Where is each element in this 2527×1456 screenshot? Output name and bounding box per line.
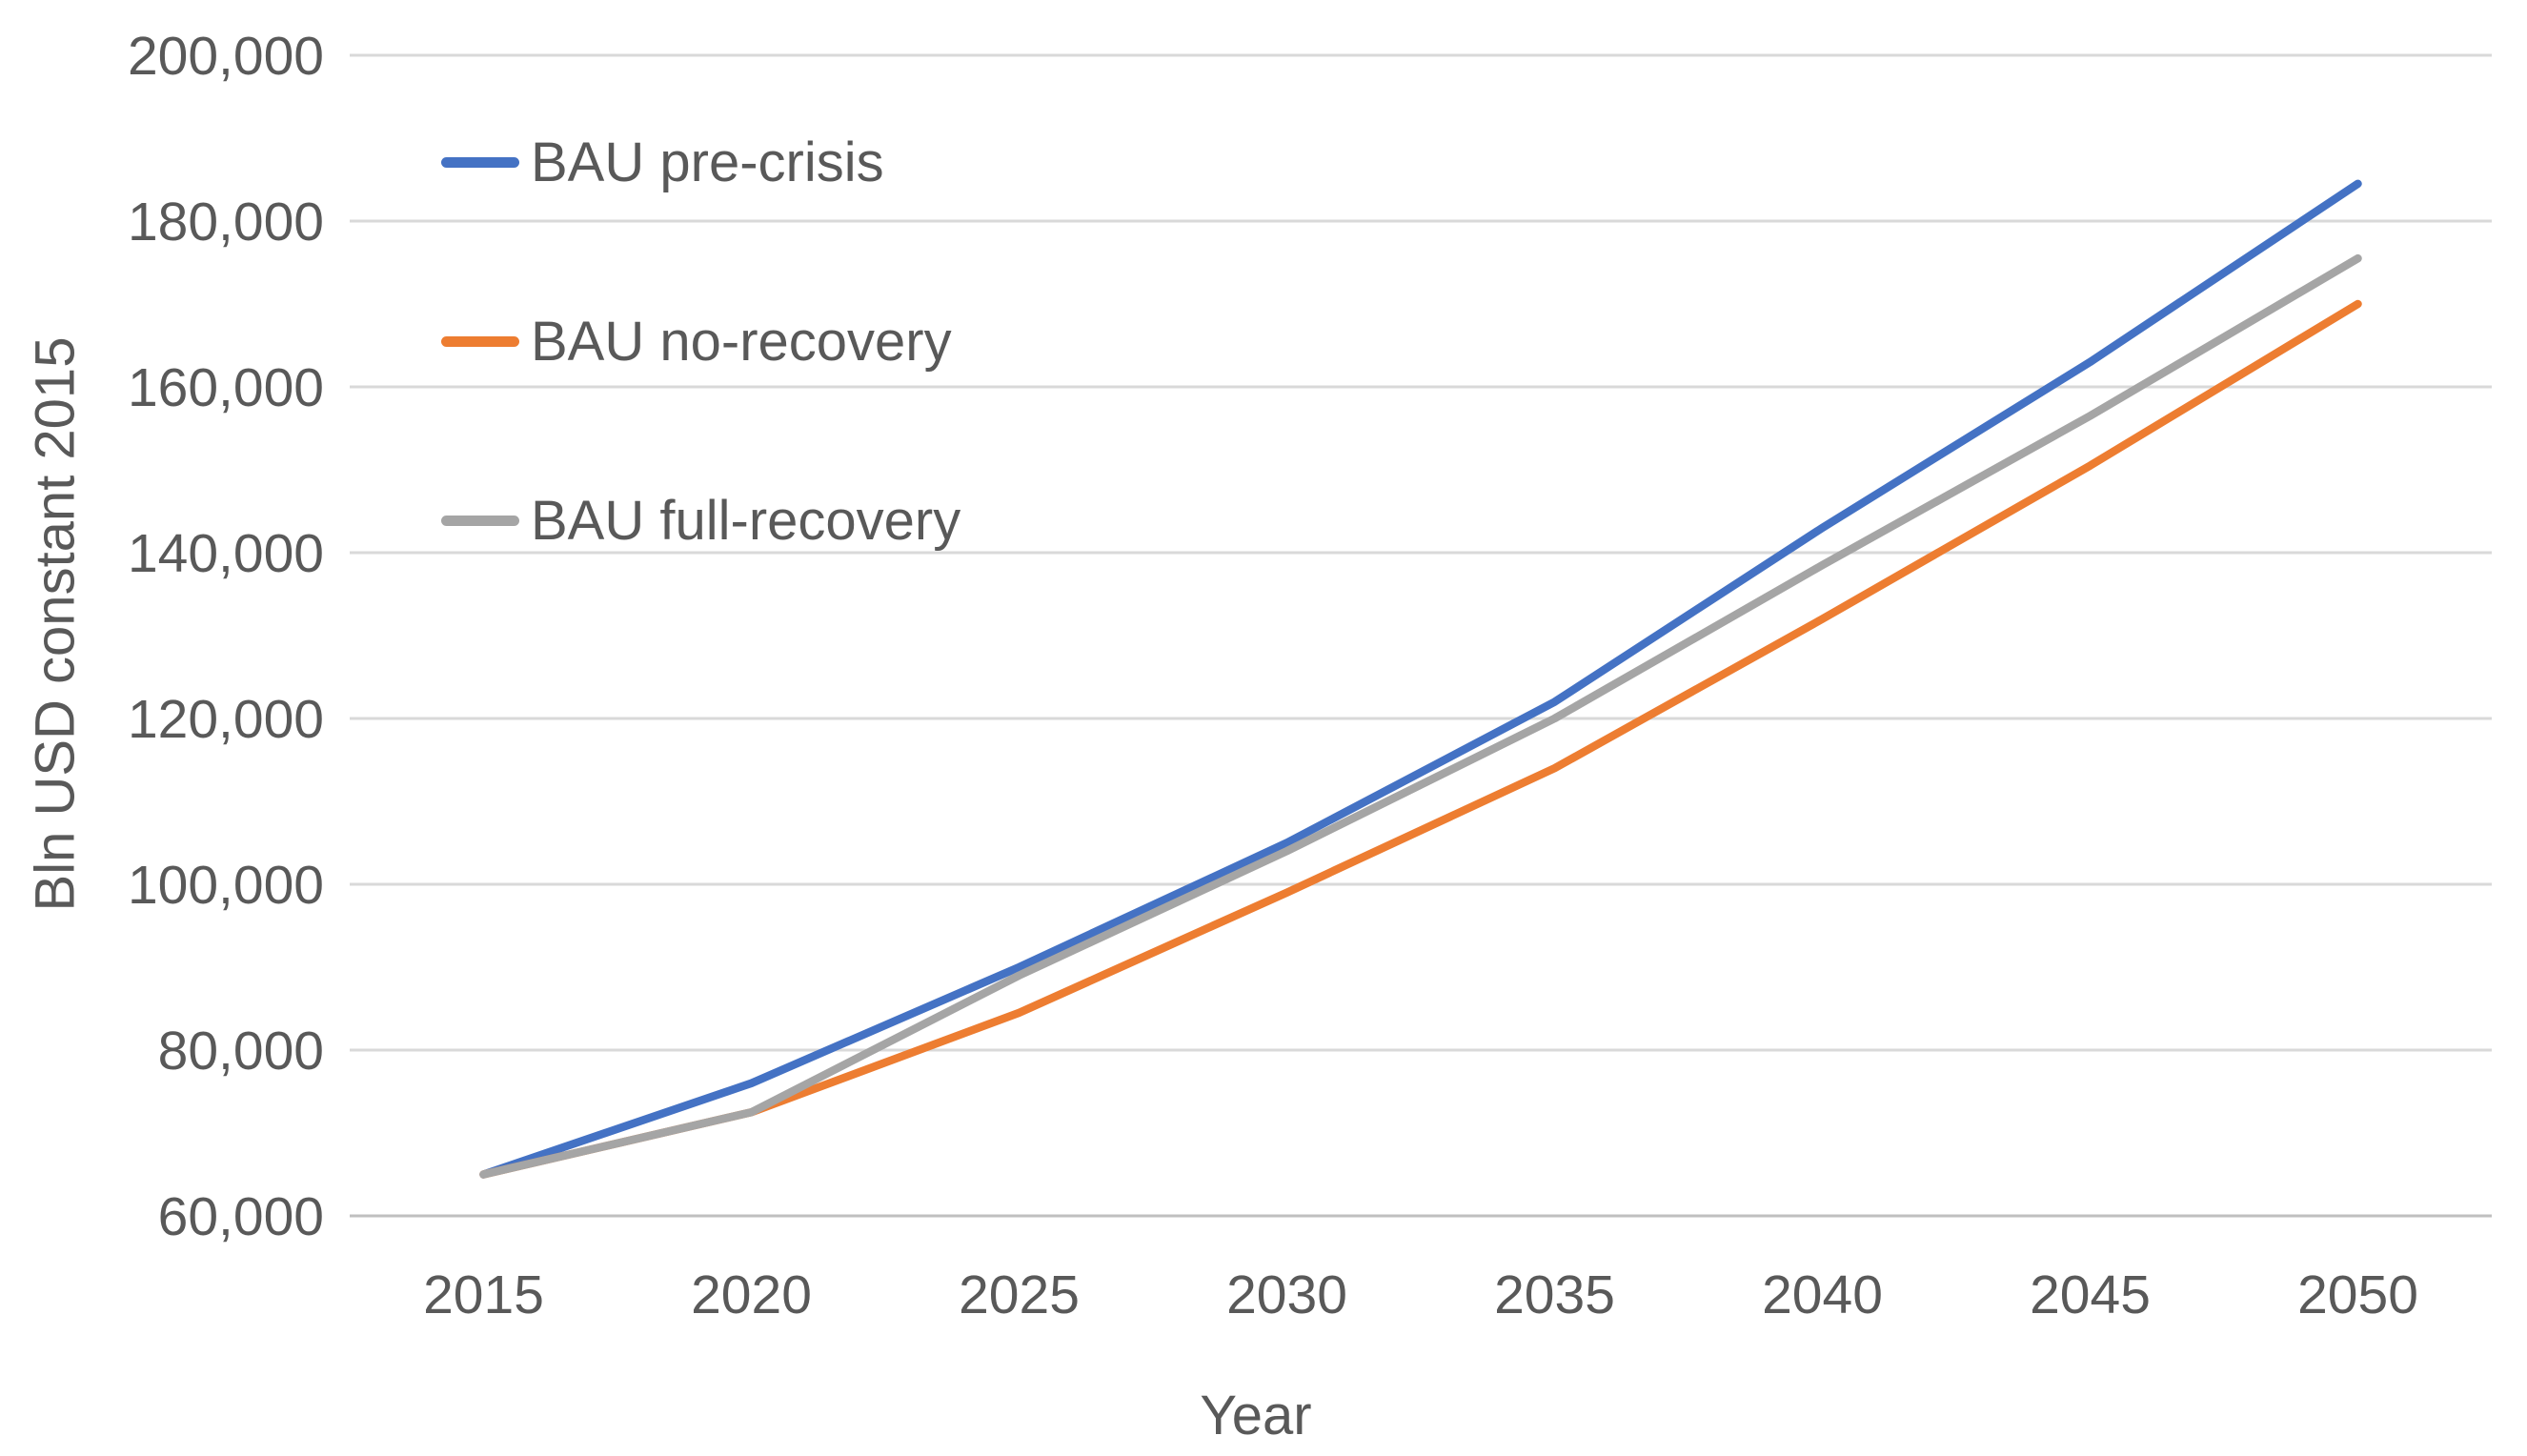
y-axis-title: Bln USD constant 2015 <box>24 336 87 912</box>
y-tick-label: 100,000 <box>128 855 324 916</box>
x-tick-label: 2030 <box>1226 1264 1347 1325</box>
x-tick-label: 2035 <box>1494 1264 1615 1325</box>
y-tick-label: 160,000 <box>128 357 324 418</box>
y-tick-label: 120,000 <box>128 689 324 750</box>
y-tick-label: 80,000 <box>158 1021 324 1082</box>
x-tick-label: 2015 <box>423 1264 544 1325</box>
y-tick-label: 140,000 <box>128 523 324 584</box>
y-tick-label: 180,000 <box>128 192 324 253</box>
x-tick-label: 2025 <box>959 1264 1080 1325</box>
series-line-bau-full-recovery <box>479 253 2362 1179</box>
x-tick-label: 2020 <box>691 1264 812 1325</box>
x-tick-label: 2040 <box>1762 1264 1883 1325</box>
x-tick-label: 2045 <box>2030 1264 2151 1325</box>
x-axis-title: Year <box>1200 1385 1312 1446</box>
y-tick-label: 200,000 <box>128 26 324 87</box>
y-tick-label: 60,000 <box>158 1186 324 1247</box>
series-line-bau-no-recovery <box>479 299 2362 1179</box>
series-line-bau-pre-crisis <box>479 179 2362 1179</box>
x-tick-label: 2050 <box>2297 1264 2418 1325</box>
